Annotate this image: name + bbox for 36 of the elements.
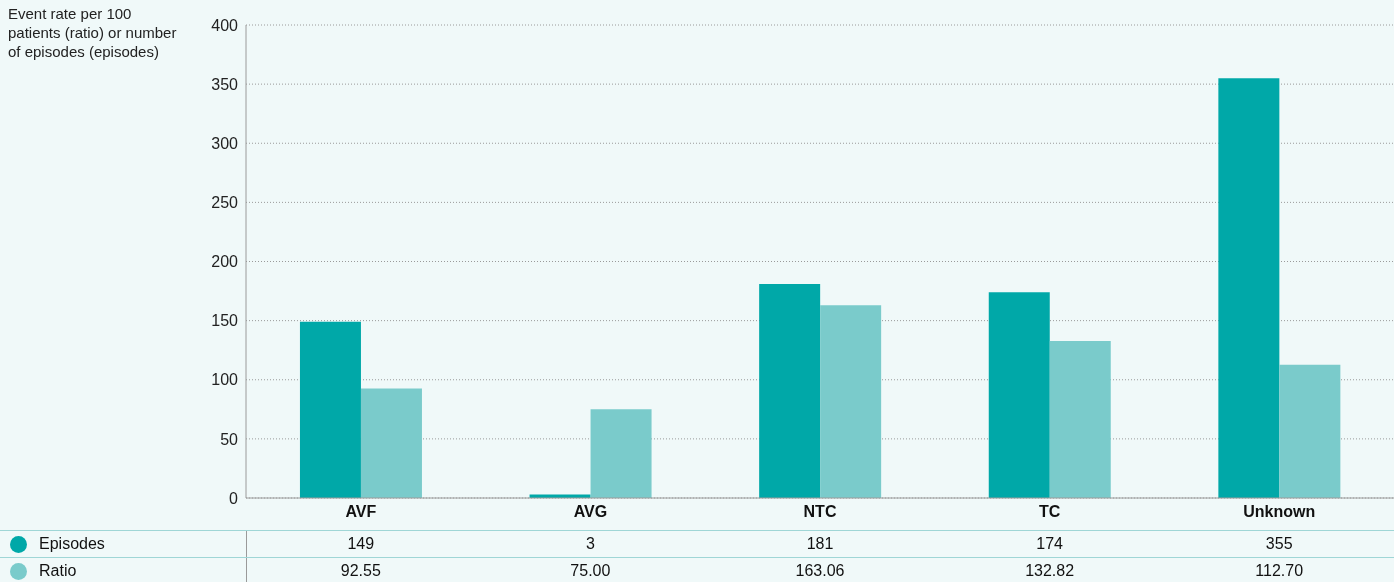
y-tick-label: 0 [229,489,239,507]
data-label: 181 [805,535,835,553]
bar [820,305,882,498]
y-tick-label: 100 [211,371,239,389]
bar [988,292,1050,498]
data-label: 174 [1035,535,1064,553]
x-tick-label: TC [1038,503,1061,521]
y-tick-label: 350 [211,75,239,93]
x-tick-label: NTC [803,503,837,521]
data-label: 92.55 [339,562,382,580]
bar [360,388,422,498]
data-label: 112.70 [1254,562,1305,580]
y-axis-title: Event rate per 100 patients (ratio) or number of episodes (episodes) [8,4,178,61]
x-tick-label: AVF [345,503,377,521]
data-label: 355 [1264,535,1294,553]
y-tick-label: 400 [211,16,239,34]
y-tick-label: 200 [211,253,239,271]
data-label: 149 [346,535,376,553]
data-label: 75.00 [569,562,612,580]
legend-label: Ratio [39,562,77,580]
y-tick-label: 300 [211,134,239,152]
y-tick-label: 50 [220,430,239,448]
bar [1279,364,1341,498]
bar [299,321,361,498]
bar [1049,340,1111,498]
bar [759,283,821,498]
x-tick-label: AVG [573,503,608,521]
x-tick-label: Unknown [1243,503,1316,521]
bar [1218,78,1280,498]
y-tick-label: 250 [211,194,239,212]
legend-label: Episodes [39,535,105,553]
bar [590,409,652,498]
data-label: 3 [584,535,596,553]
data-label: 163.06 [794,562,846,580]
data-label: 132.82 [1024,562,1076,580]
y-tick-label: 150 [211,312,239,330]
